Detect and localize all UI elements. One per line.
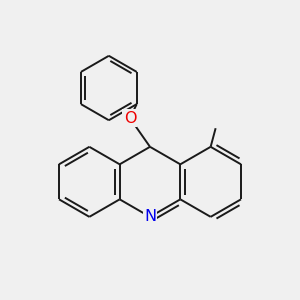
Text: N: N <box>144 209 156 224</box>
Text: O: O <box>124 111 136 126</box>
